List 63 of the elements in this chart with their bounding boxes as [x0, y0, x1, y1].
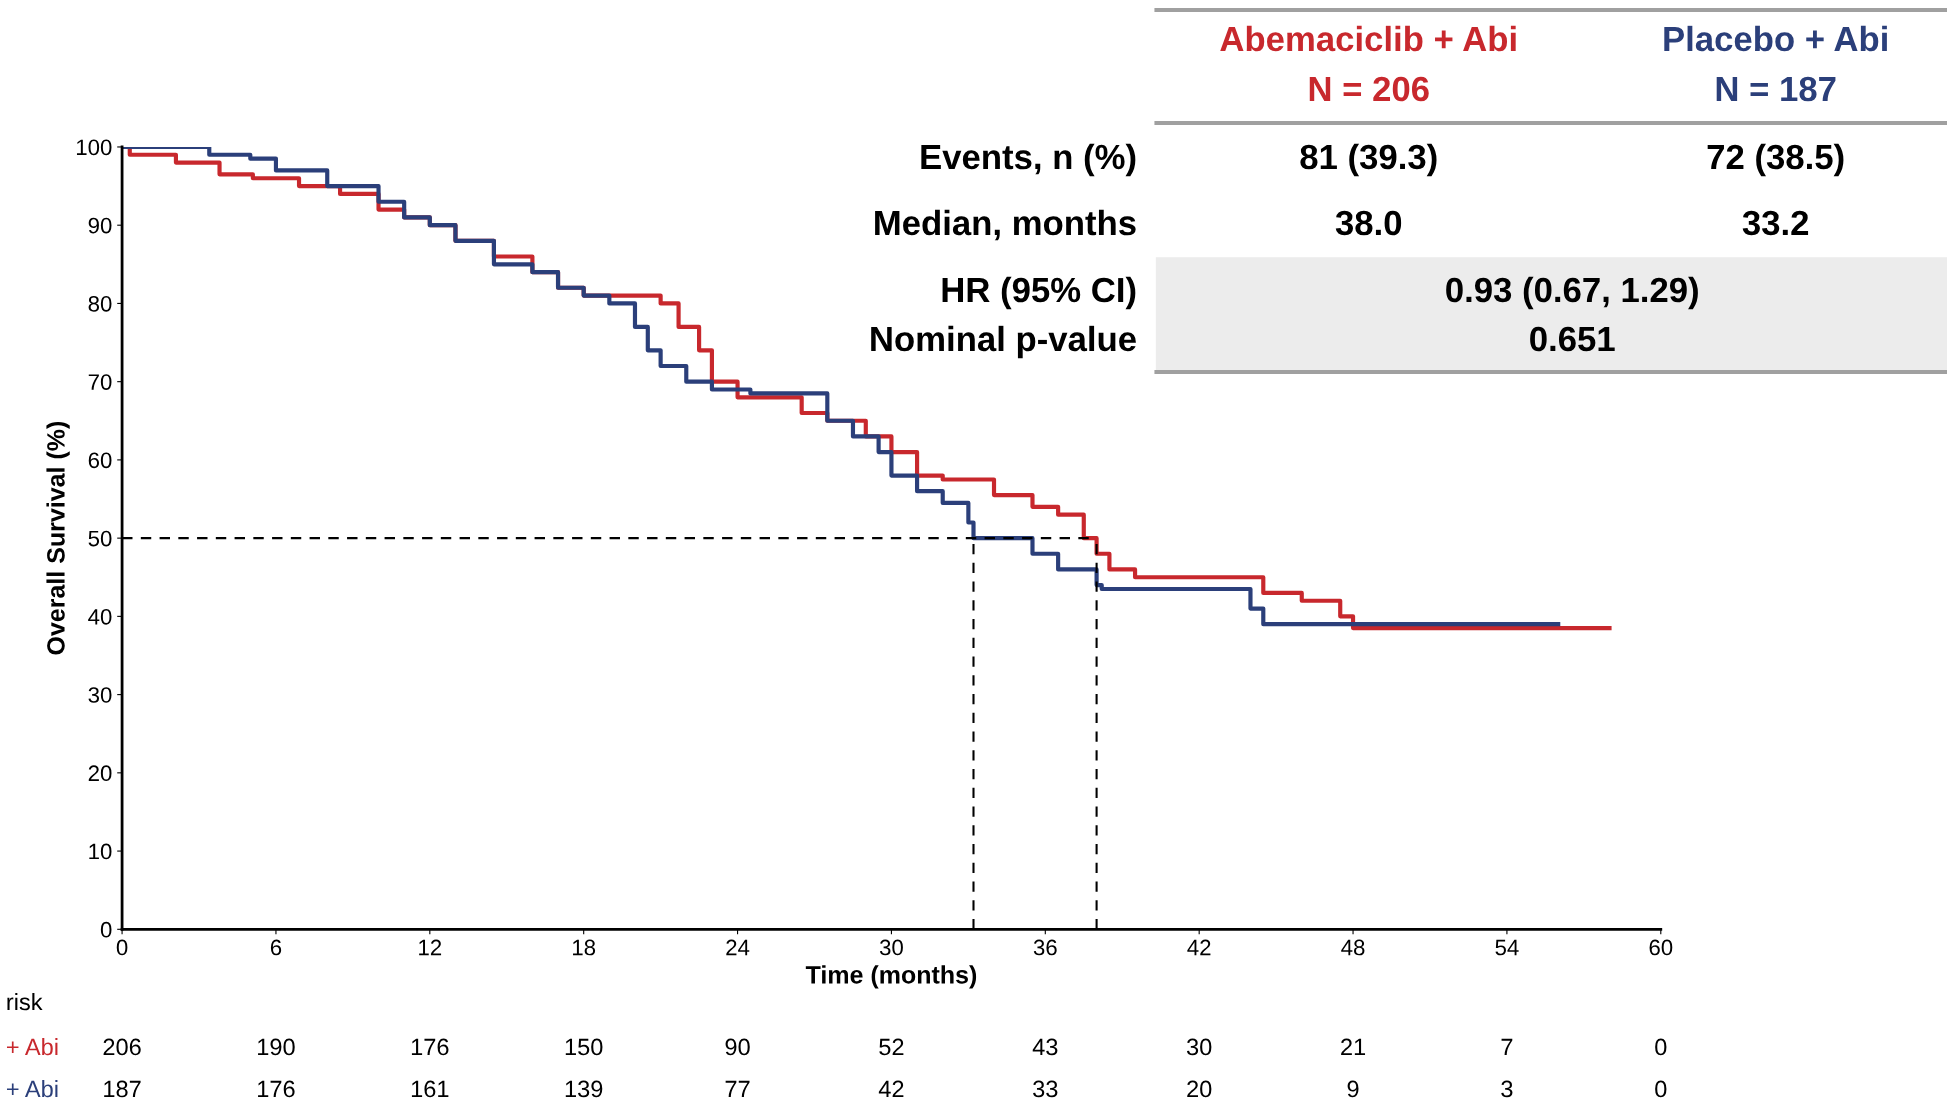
text: Abemaciclib + Abi — [1220, 25, 1516, 52]
x-tick-label: 18 — [573, 939, 596, 956]
y-tick-label: 60 — [88, 452, 112, 469]
text: 176 — [258, 1080, 295, 1098]
text: 206 — [103, 1038, 141, 1056]
x-tick-label: 30 — [879, 939, 903, 956]
text: 139 — [565, 1080, 603, 1098]
x-tick-label: 54 — [1495, 939, 1519, 956]
text: 21 — [1341, 1038, 1366, 1056]
x-tick-label: 60 — [1649, 939, 1673, 956]
y-axis-title: Overall Survival (%) — [46, 421, 70, 655]
text: 7 — [1501, 1038, 1513, 1056]
x-tick-label: 42 — [1187, 939, 1211, 956]
y-tick-label: 40 — [88, 608, 112, 625]
annotation: 81 (39.3) — [1300, 143, 1437, 177]
x-axis-title: Time (months) — [805, 965, 977, 989]
y-tick-label: 80 — [88, 295, 112, 312]
text: 72 (38.5) — [1707, 143, 1844, 177]
annotation: Nominal p-value — [871, 325, 1136, 359]
text: 77 — [725, 1080, 750, 1098]
y-tick-label: 100 — [76, 139, 112, 156]
text: + Abi — [7, 1037, 58, 1056]
text: + Abi — [7, 1079, 58, 1098]
text: 43 — [1032, 1038, 1058, 1056]
text: 33 — [1033, 1080, 1058, 1098]
text: 30 — [1186, 1038, 1212, 1056]
text: N = 187 — [1716, 76, 1836, 102]
annotation: 0.651 — [1530, 326, 1615, 352]
text: 9 — [1347, 1080, 1359, 1098]
text: 3 — [1501, 1080, 1513, 1098]
annotation: 38.0 — [1335, 210, 1402, 236]
y-tick-label: 90 — [88, 217, 112, 234]
text: 20 — [1187, 1080, 1212, 1098]
text: 0 — [1655, 1080, 1667, 1098]
y-tick-label: 30 — [88, 687, 112, 703]
text: 52 — [879, 1038, 904, 1056]
x-tick-label: 48 — [1341, 939, 1365, 956]
y-tick-label: 20 — [88, 765, 112, 782]
text: 150 — [565, 1038, 603, 1056]
annotation: 0.93 (0.67, 1.29) — [1446, 276, 1698, 310]
text: 187 — [104, 1080, 141, 1098]
x-tick-label: 0 — [116, 939, 128, 956]
text: 176 — [411, 1038, 449, 1056]
annotation: Events, n (%) — [921, 143, 1136, 177]
x-tick-label: 24 — [726, 939, 750, 956]
text: 90 — [725, 1038, 750, 1056]
y-tick-label: 10 — [89, 843, 112, 860]
text: risk — [7, 993, 43, 1011]
y-tick-label: 0 — [100, 921, 112, 938]
text: 42 — [878, 1080, 904, 1098]
annotation: Median, months — [875, 209, 1136, 241]
annotation: HR (95% CI) — [942, 276, 1136, 310]
x-tick-label: 6 — [270, 939, 282, 956]
x-tick-label: 12 — [419, 939, 442, 956]
text: 0 — [1655, 1038, 1667, 1056]
text: 161 — [411, 1080, 449, 1098]
y-tick-label: 50 — [88, 530, 112, 547]
text: N = 206 — [1309, 76, 1429, 102]
text: Placebo + Abi — [1664, 25, 1887, 52]
y-tick-label: 70 — [88, 374, 112, 390]
x-tick-label: 36 — [1033, 939, 1057, 956]
text: 190 — [258, 1038, 295, 1056]
text: 33.2 — [1742, 210, 1809, 236]
